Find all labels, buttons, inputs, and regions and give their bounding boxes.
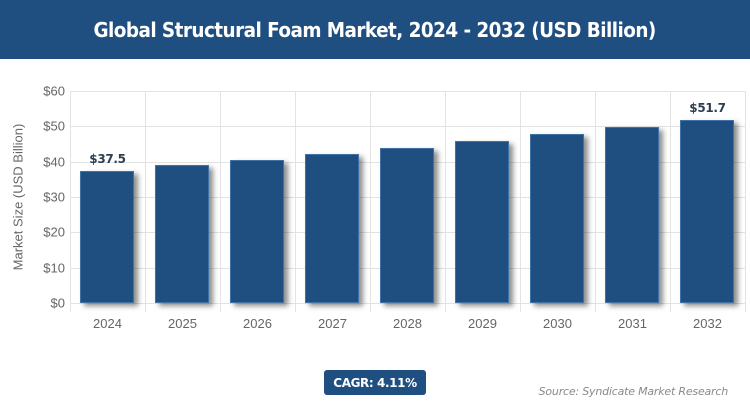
chart-title: Global Structural Foam Market, 2024 - 20… (93, 17, 657, 42)
y-tick-label: $0 (50, 295, 65, 311)
gridline-vertical (70, 91, 71, 312)
data-label: $37.5 (89, 151, 126, 166)
bar-2029 (454, 141, 509, 303)
y-tick-label: $20 (43, 224, 65, 240)
gridline-vertical (220, 91, 221, 312)
gridline-vertical (745, 91, 746, 312)
chart-title-banner: Global Structural Foam Market, 2024 - 20… (0, 0, 750, 59)
gridline-vertical (520, 91, 521, 312)
gridline-horizontal (70, 91, 745, 92)
bar-2026 (229, 159, 284, 303)
y-axis-label: Market Size (USD Billion) (10, 123, 26, 271)
source-note: Source: Syndicate Market Research (538, 385, 729, 398)
x-tick-label: 2027 (318, 316, 347, 331)
gridline-horizontal (70, 303, 745, 304)
bar-2025 (154, 165, 209, 303)
gridline-vertical (445, 91, 446, 312)
gridline-horizontal (70, 126, 745, 128)
gridline-vertical (595, 91, 596, 312)
bar-2031 (604, 127, 659, 303)
cagr-badge: CAGR: 4.11% (324, 370, 426, 395)
x-tick-label: 2024 (93, 316, 122, 331)
y-tick-label: $40 (43, 154, 65, 170)
bar-2032 (679, 120, 734, 303)
bar-2030 (529, 134, 584, 303)
data-label: $51.7 (689, 101, 726, 116)
x-tick-label: 2031 (618, 316, 647, 331)
gridline-vertical (670, 91, 671, 312)
gridline-vertical (370, 91, 371, 312)
x-tick-label: 2029 (468, 316, 497, 331)
y-tick-label: $60 (43, 83, 65, 99)
y-tick-label: $50 (43, 118, 65, 134)
y-tick-label: $10 (43, 260, 65, 276)
bar-2024 (79, 170, 134, 303)
x-tick-label: 2026 (243, 316, 272, 331)
y-tick-label: $30 (43, 189, 65, 205)
x-tick-label: 2032 (693, 316, 722, 331)
bar-2027 (304, 153, 359, 303)
x-tick-label: 2028 (393, 316, 422, 331)
gridline-vertical (145, 91, 146, 312)
x-tick-label: 2025 (168, 316, 197, 331)
gridline-vertical (295, 91, 296, 312)
x-tick-label: 2030 (543, 316, 572, 331)
bar-2028 (379, 147, 434, 303)
